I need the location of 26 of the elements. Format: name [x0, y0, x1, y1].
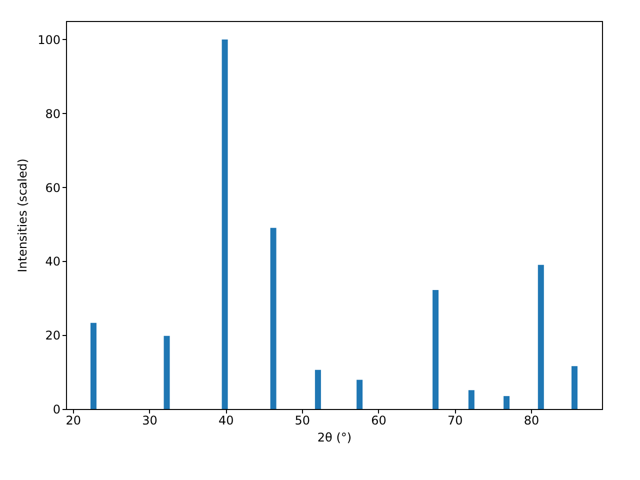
bar — [164, 336, 170, 409]
y-tick-label: 100 — [38, 32, 60, 47]
x-axis-title: 2θ (°) — [317, 430, 352, 444]
bar — [270, 228, 276, 409]
y-axis-title: Intensities (scaled) — [16, 158, 30, 272]
bar — [468, 390, 474, 409]
x-tick-label: 80 — [524, 414, 540, 428]
y-tick-label: 0 — [52, 402, 60, 416]
bar — [432, 290, 439, 409]
y-tick-label: 20 — [45, 328, 60, 343]
x-tick-label: 50 — [294, 414, 310, 428]
x-tick-label: 40 — [218, 414, 234, 428]
y-tick-label: 80 — [45, 106, 60, 121]
bar — [504, 396, 510, 409]
x-tick-label: 60 — [371, 414, 386, 428]
bar — [538, 264, 544, 409]
x-tick-label: 30 — [142, 414, 158, 428]
y-tick-label: 40 — [45, 254, 60, 269]
x-tick-label: 70 — [448, 414, 463, 428]
bar — [572, 366, 578, 409]
bar — [314, 370, 321, 409]
bar — [222, 39, 228, 409]
y-tick-label: 60 — [45, 180, 60, 195]
x-tick-label: 20 — [66, 414, 82, 428]
bar — [356, 380, 363, 409]
bar — [90, 322, 96, 409]
